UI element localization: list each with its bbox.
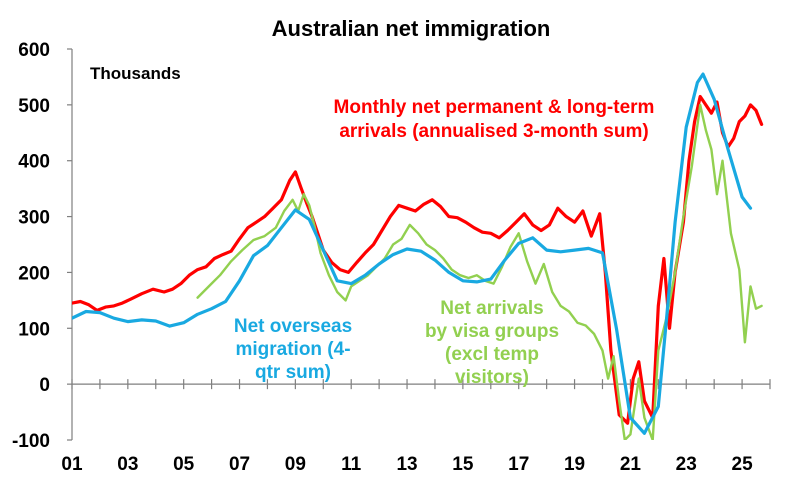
unit-label: Thousands: [90, 64, 181, 83]
x-tick-label: 19: [564, 454, 585, 475]
x-tick-label: 07: [229, 454, 250, 475]
y-tick-label: 100: [18, 319, 50, 340]
plot-area: [72, 72, 764, 440]
annotation-2-line: visitors): [455, 367, 529, 388]
x-tick-label: 09: [285, 454, 306, 475]
annotation-1-line: migration (4-: [235, 339, 350, 360]
y-tick-label: 0: [39, 375, 50, 396]
y-tick-label: 300: [18, 208, 50, 229]
y-tick-label: 400: [18, 152, 50, 173]
series-annotations: Monthly net permanent & long-term arrival…: [234, 97, 655, 388]
y-axis: -100 0 100 200 300 400 500 600: [12, 40, 73, 452]
annotation-2-line: (excl temp: [445, 344, 539, 365]
series-line-2: [196, 103, 763, 440]
x-tick-label: 05: [173, 454, 195, 475]
annotation-2-line: Net arrivals: [440, 298, 544, 319]
x-tick-label: 21: [620, 454, 642, 475]
x-tick-label: 23: [676, 454, 697, 475]
annotation-0-line: arrivals (annualised 3-month sum): [339, 121, 648, 142]
y-tick-label: 200: [18, 263, 50, 284]
y-tick-label: -100: [12, 431, 50, 452]
x-tick-label: 15: [452, 454, 474, 475]
x-tick-label: 03: [117, 454, 138, 475]
annotation-2-line: by visa groups: [425, 321, 559, 342]
annotation-1-line: Net overseas: [234, 316, 352, 337]
x-tick-label: 25: [732, 454, 754, 475]
x-tick-label: 17: [508, 454, 529, 475]
x-tick-label: 01: [61, 454, 83, 475]
series-line-0: [72, 94, 764, 425]
y-tick-label: 600: [18, 40, 50, 61]
series-line-1: [72, 72, 753, 435]
x-tick-label: 11: [341, 454, 362, 475]
annotation-1-line: qtr sum): [255, 362, 331, 383]
chart-title: Australian net immigration: [272, 16, 551, 41]
y-tick-label: 500: [18, 96, 50, 117]
annotation-0-line: Monthly net permanent & long-term: [334, 97, 655, 118]
x-tick-label: 13: [396, 454, 417, 475]
x-axis: 01 03 05 07 09 11 13 15 17 19 21 23 25: [61, 379, 771, 475]
